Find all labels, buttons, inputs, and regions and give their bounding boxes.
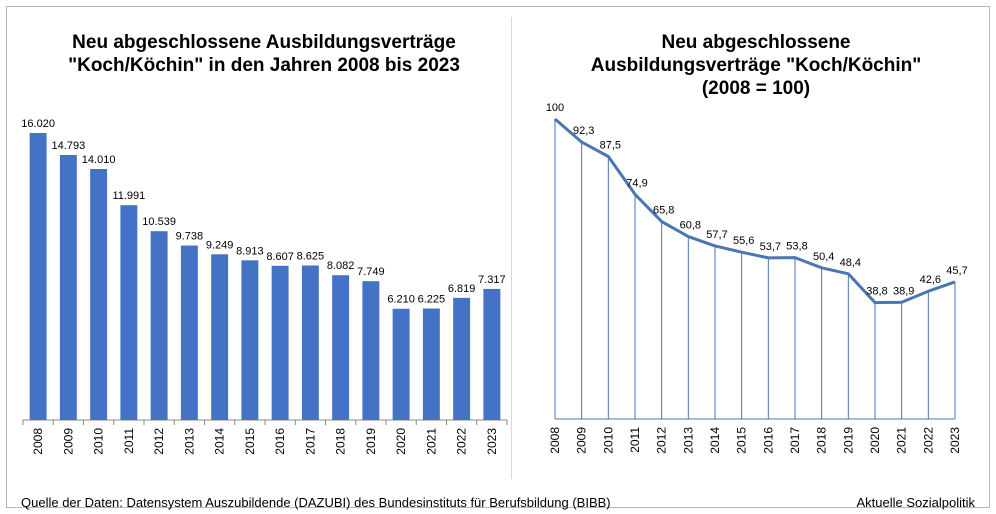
x-tick-label-2022: 2022 (921, 427, 935, 454)
x-tick-label-2012: 2012 (655, 427, 669, 454)
bar-2019 (362, 281, 380, 420)
data-label-2021: 38,9 (893, 285, 914, 297)
data-label-2011: 74,9 (626, 177, 647, 189)
data-label-2016: 53,7 (760, 241, 781, 253)
bar-2023 (483, 288, 501, 420)
x-tick-label-2014: 2014 (708, 427, 722, 454)
bar-chart-title: Neu abgeschlossene Ausbildungsverträge "… (17, 31, 511, 77)
bar-2022 (453, 297, 471, 420)
x-tick-label-2009: 2009 (61, 428, 75, 455)
line-chart-title-line1: Neu abgeschlossene (661, 32, 851, 53)
bar-2011 (120, 205, 138, 420)
x-tick-label-2019: 2019 (841, 427, 855, 454)
x-tick-label-2021: 2021 (895, 427, 909, 454)
bar-2008 (29, 133, 47, 420)
data-label-2017: 8.625 (297, 250, 325, 262)
bar-chart-panel: Neu abgeschlossene Ausbildungsverträge "… (17, 17, 512, 479)
data-label-2017: 53,8 (786, 241, 807, 253)
data-label-2021: 6.225 (418, 293, 446, 305)
data-label-2009: 14.793 (52, 140, 86, 152)
x-tick-label-2009: 2009 (575, 427, 589, 454)
bar-2018 (332, 275, 350, 420)
data-label-2010: 14.010 (82, 154, 116, 166)
x-tick-label-2013: 2013 (681, 427, 695, 454)
data-label-2019: 48,4 (840, 257, 861, 269)
x-tick-label-2011: 2011 (628, 427, 642, 453)
data-label-2010: 87,5 (600, 140, 621, 152)
x-tick-label-2019: 2019 (364, 428, 378, 455)
data-label-2014: 57,7 (706, 229, 727, 241)
bar-2017 (301, 265, 319, 420)
data-label-2022: 6.819 (448, 283, 476, 295)
data-label-2008: 16.020 (21, 118, 55, 130)
data-label-2015: 55,6 (733, 235, 754, 247)
data-label-2018: 8.082 (327, 260, 355, 272)
data-label-2014: 9.249 (206, 239, 234, 251)
data-label-2023: 7.317 (478, 274, 506, 286)
x-tick-label-2011: 2011 (122, 428, 136, 454)
x-tick-label-2013: 2013 (182, 428, 196, 455)
line-chart-title: Neu abgeschlossene Ausbildungsverträge "… (523, 31, 989, 100)
series-line (554, 117, 956, 305)
data-label-2009: 92,3 (573, 125, 594, 137)
line-chart-panel: Neu abgeschlossene Ausbildungsverträge "… (523, 17, 989, 479)
bar-2012 (150, 231, 168, 420)
x-tick-label-2016: 2016 (273, 428, 287, 455)
data-label-2019: 7.749 (357, 266, 385, 278)
bar-chart-title-line1: Neu abgeschlossene Ausbildungsverträge (72, 32, 456, 53)
source-note: Quelle der Daten: Datensystem Auszubilde… (21, 495, 611, 510)
bar-2014 (211, 254, 229, 420)
data-label-2008: 100 (546, 102, 564, 114)
bar-2021 (422, 308, 440, 420)
data-label-2013: 9.738 (176, 231, 204, 243)
data-label-2020: 38,8 (866, 286, 887, 298)
x-tick-label-2014: 2014 (213, 428, 227, 455)
x-tick-label-2023: 2023 (485, 428, 499, 455)
x-tick-label-2020: 2020 (868, 427, 882, 454)
bar-2009 (59, 154, 77, 420)
x-tick-label-2018: 2018 (815, 427, 829, 454)
x-tick-label-2010: 2010 (92, 428, 106, 455)
data-label-2013: 60,8 (680, 220, 701, 232)
x-tick-label-2017: 2017 (303, 428, 317, 455)
x-tick-label-2010: 2010 (601, 427, 615, 454)
data-label-2015: 8.913 (236, 245, 264, 257)
x-tick-label-2008: 2008 (31, 428, 45, 455)
figure-frame: Neu abgeschlossene Ausbildungsverträge "… (6, 6, 990, 510)
bar-chart-plot: 16.020 2008 14.793 2009 14.010 2010 11.991 2011… (21, 118, 508, 455)
x-tick-label-2017: 2017 (788, 427, 802, 454)
x-tick-label-2021: 2021 (424, 428, 438, 455)
data-label-2012: 65,8 (653, 205, 674, 217)
data-label-2020: 6.210 (387, 294, 415, 306)
x-tick-label-2023: 2023 (948, 427, 962, 454)
data-label-2018: 50,4 (813, 251, 834, 263)
line-chart-plot: 100 2008 92,3 2009 87,5 2010 74,9 2011 65,8 2012 6… (546, 102, 968, 454)
data-label-2016: 8.607 (266, 251, 294, 263)
bar-chart-title-line2: "Koch/Köchin" in den Jahren 2008 bis 202… (68, 55, 460, 76)
x-tick-label-2018: 2018 (334, 428, 348, 455)
data-label-2022: 42,6 (920, 274, 941, 286)
x-tick-label-2020: 2020 (394, 428, 408, 455)
bar-2020 (392, 308, 410, 420)
bar-2013 (180, 245, 198, 420)
x-tick-label-2022: 2022 (455, 428, 469, 455)
x-tick-label-2015: 2015 (735, 427, 749, 454)
brand-label: Aktuelle Sozialpolitik (856, 495, 975, 510)
x-tick-label-2016: 2016 (761, 427, 775, 454)
bar-2010 (90, 169, 108, 420)
x-tick-label-2012: 2012 (152, 428, 166, 455)
line-chart-title-line3: (2008 = 100) (701, 78, 811, 99)
bar-2015 (241, 260, 259, 420)
line-chart-title-line2: Ausbildungsverträge "Koch/Köchin" (590, 55, 922, 76)
x-tick-label-2008: 2008 (548, 427, 562, 454)
x-tick-label-2015: 2015 (243, 428, 257, 455)
bar-2016 (271, 265, 289, 420)
data-label-2011: 11.991 (112, 190, 145, 202)
data-label-2012: 10.539 (142, 216, 176, 228)
data-label-2023: 45,7 (946, 265, 967, 277)
